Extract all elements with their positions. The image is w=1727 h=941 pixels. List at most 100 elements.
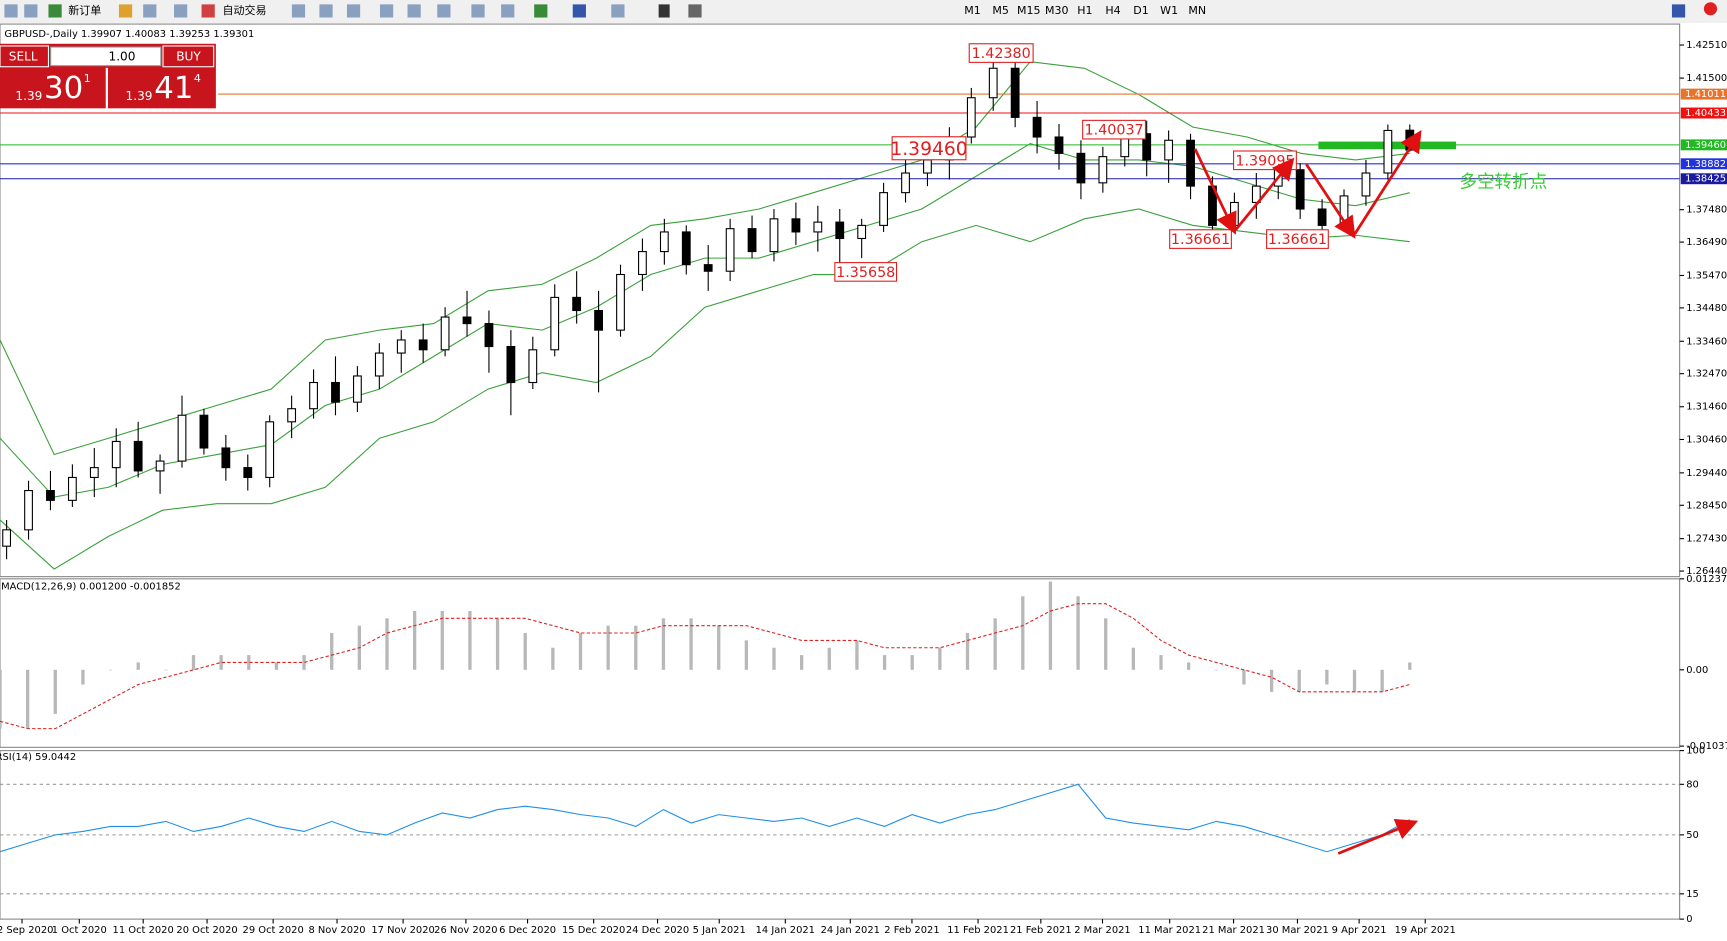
price-annotation: 1.40037 <box>1084 123 1143 139</box>
buy-button[interactable] <box>162 45 215 68</box>
price-level-tag <box>1680 88 1727 100</box>
macd-bar <box>440 610 444 670</box>
candle-body <box>67 476 77 501</box>
y-tick-label: 50 <box>1686 830 1699 841</box>
candle-body <box>2 529 12 547</box>
price-annotation: 1.35658 <box>836 265 895 281</box>
candle-body <box>857 224 867 240</box>
candle-body <box>374 352 384 377</box>
rsi-title: RSI(14) 59.0442 <box>0 752 76 763</box>
lot-input[interactable] <box>50 46 162 67</box>
macd-bar <box>827 647 831 670</box>
macd-bar <box>191 655 196 670</box>
rsi-line <box>0 783 1411 853</box>
macd-bar <box>1076 596 1080 670</box>
candle-body <box>901 172 910 194</box>
macd-bar <box>1242 669 1246 685</box>
x-tick-label: 11 Oct 2020 <box>113 925 174 936</box>
sell-fraction: 1 <box>84 72 91 85</box>
sell-button[interactable] <box>0 45 50 68</box>
macd-signal <box>0 603 1410 730</box>
candle-body <box>309 381 318 410</box>
buy-label[interactable]: BUY <box>176 49 201 63</box>
x-tick-label: 24 Jan 2021 <box>821 925 880 936</box>
macd-bar <box>606 625 610 670</box>
price-annotation-box <box>1082 119 1147 140</box>
timeframe-button[interactable]: M30 <box>1045 4 1069 17</box>
macd-bar <box>53 669 57 714</box>
y-tick-label: 0.012372 <box>1686 574 1727 585</box>
candle-body <box>89 467 99 478</box>
candle-body <box>1186 139 1195 187</box>
price-level-tag <box>1680 139 1727 151</box>
bollinger-upper <box>0 61 1410 456</box>
macd-bar <box>910 655 914 670</box>
candle-body <box>1054 136 1064 154</box>
candle-body <box>747 228 757 253</box>
candle-body <box>572 296 582 312</box>
x-tick-label: 11 Feb 2021 <box>947 925 1009 936</box>
candle-body <box>24 489 33 531</box>
price-annotation-box <box>834 262 898 282</box>
timeframe-button[interactable]: H1 <box>1077 4 1092 17</box>
timeframe-button[interactable]: M5 <box>992 4 1009 17</box>
price-level-tag <box>1680 173 1727 185</box>
macd-bar <box>136 662 140 670</box>
macd-bar <box>1325 669 1329 685</box>
macd-bar <box>661 618 666 670</box>
timeframe-button[interactable]: D1 <box>1133 4 1148 17</box>
y-tick-label: 0.00 <box>1686 665 1708 676</box>
x-tick-label: 5 Jan 2021 <box>693 925 746 936</box>
candle-body <box>331 381 340 403</box>
x-tick-label: 24 Dec 2020 <box>626 925 689 936</box>
toolbar-icons <box>4 4 1686 18</box>
timeframe-button[interactable]: M15 <box>1017 4 1041 17</box>
x-tick-label: 30 Mar 2021 <box>1266 925 1329 936</box>
price-level-label: 1.41011 <box>1685 89 1726 100</box>
candle-body <box>703 264 713 272</box>
timeframe-button[interactable]: W1 <box>1160 4 1178 17</box>
price-level-label: 1.40433 <box>1685 108 1726 119</box>
candle-body <box>1076 152 1086 184</box>
candle-body <box>594 309 603 331</box>
sell-label[interactable]: SELL <box>9 49 38 63</box>
y-tick-label: 1.33460 <box>1686 336 1727 347</box>
price-level-tag <box>1680 158 1727 170</box>
buy-big-figure: 1.39 <box>126 89 153 103</box>
candle-body <box>1032 116 1042 138</box>
candle-body <box>879 192 889 226</box>
y-tick-label: 100 <box>1686 746 1705 757</box>
candle-body <box>133 440 143 472</box>
y-tick-label: -0.010374 <box>1686 741 1727 752</box>
candle-body <box>155 460 165 472</box>
auto-trading-button[interactable]: 自动交易 <box>222 3 266 17</box>
candle-body <box>221 447 231 469</box>
candle-body <box>725 228 735 272</box>
candle-body <box>966 97 976 138</box>
trade-panel: SELL 1.00 BUY 1.39 30 1 1.39 41 4 <box>0 43 216 109</box>
timeframe-button[interactable]: H4 <box>1105 4 1120 17</box>
sell-pips: 30 <box>44 70 83 106</box>
y-tick-label: 1.32470 <box>1686 369 1727 380</box>
candle-body <box>681 231 691 266</box>
candle-body <box>769 218 779 253</box>
macd-bar <box>495 618 500 670</box>
candle-body <box>418 339 428 351</box>
macd-bar <box>385 618 389 670</box>
new-order-button[interactable]: 新订单 <box>68 3 101 17</box>
candle-body <box>659 231 669 253</box>
bollinger-lower <box>0 208 1410 570</box>
timeframe-button[interactable]: MN <box>1188 4 1206 17</box>
price-level-tag <box>1680 107 1727 119</box>
x-tick-label: 22 Sep 2020 <box>0 925 53 936</box>
timeframe-button[interactable]: M1 <box>964 4 981 17</box>
price-annotation-box <box>1169 229 1232 249</box>
x-tick-label: 20 Oct 2020 <box>176 925 237 936</box>
price-annotation: 1.36661 <box>1268 232 1327 248</box>
y-tick-label: 1.29440 <box>1686 468 1727 479</box>
macd-bar <box>523 633 527 670</box>
lot-value[interactable]: 1.00 <box>109 49 136 63</box>
price-level-label: 1.38425 <box>1685 174 1726 185</box>
candle-body <box>1164 139 1174 161</box>
candle-body <box>1295 169 1305 210</box>
